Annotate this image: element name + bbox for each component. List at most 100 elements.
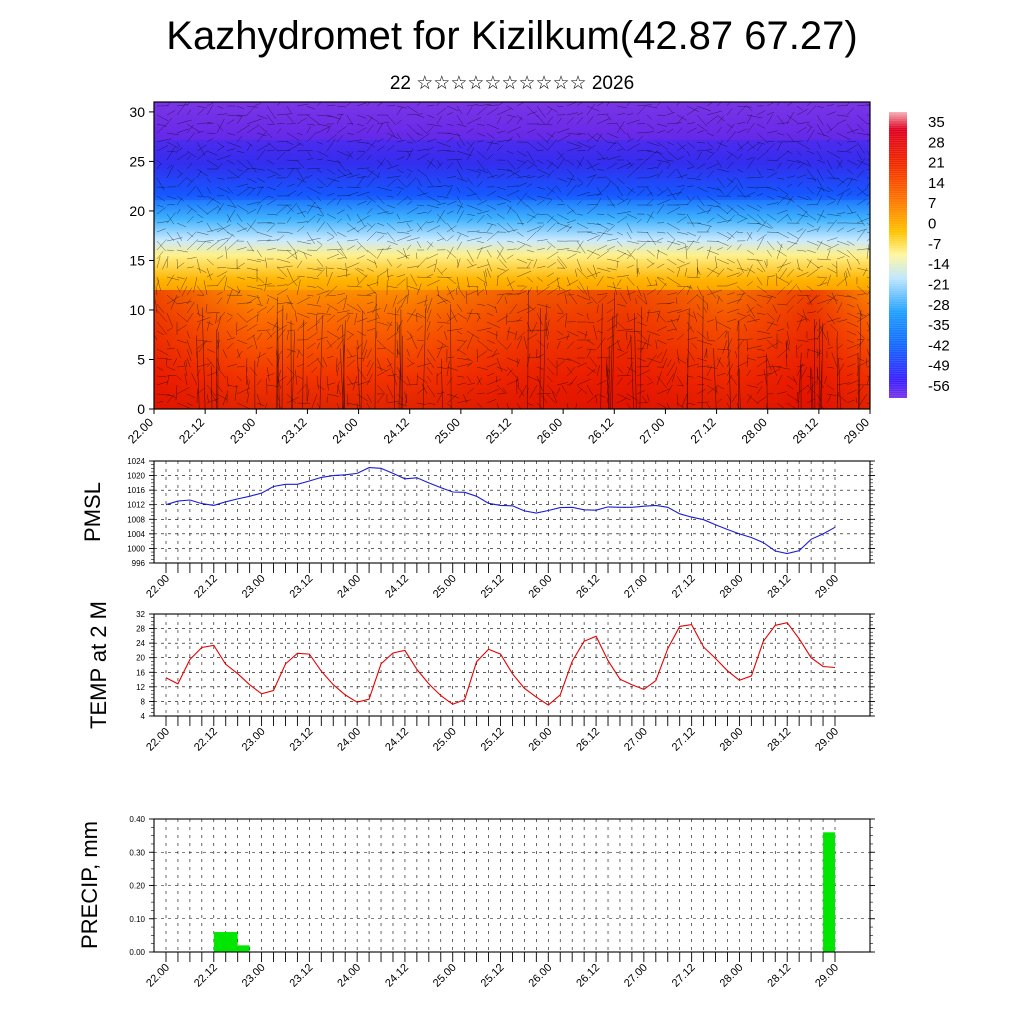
colorbar-bar bbox=[889, 112, 907, 398]
pmsl-x-tick-label: 28.12 bbox=[765, 573, 793, 601]
precip-axes: 0.00 0.10 0.20 0.30 0.40 22.00 22.12 23.00 23.12… bbox=[129, 815, 875, 990]
precip-x-tick-label: 24.12 bbox=[383, 962, 411, 990]
pmsl-y-tick-label: 1000 bbox=[127, 544, 145, 553]
pmsl-y-label: PMSL bbox=[80, 482, 105, 542]
precip-bar bbox=[823, 832, 835, 952]
heatmap-y-tick-label: 25 bbox=[129, 153, 145, 169]
colorbar-label: 21 bbox=[928, 155, 945, 172]
precip-x-tick-label: 27.00 bbox=[622, 962, 650, 990]
colorbar-labels: 35 28 21 14 7 0 -7 -14 -21 -28 -35 -42 -49 -56 bbox=[928, 114, 950, 395]
precip-panel: 0.00 0.10 0.20 0.30 0.40 22.00 22.12 23.00 23.12… bbox=[77, 815, 875, 990]
colorbar-label: 7 bbox=[928, 195, 936, 212]
temp-x-tick-label: 24.12 bbox=[383, 726, 411, 754]
heatmap-y-tick-label: 20 bbox=[129, 203, 145, 219]
colorbar-label: 0 bbox=[928, 216, 936, 233]
temp-x-tick-label: 28.00 bbox=[718, 726, 746, 754]
precip-x-tick-label: 28.00 bbox=[718, 962, 746, 990]
pmsl-x-tick-label: 24.12 bbox=[383, 573, 411, 601]
heatmap-panel: 0 5 10 15 20 25 30 22.00 22.12 23.00 23.12 24.00 24… bbox=[125, 101, 872, 446]
precip-x-tick-label: 28.12 bbox=[765, 962, 793, 990]
pmsl-y-tick-label: 1008 bbox=[127, 515, 145, 524]
pmsl-x-tick-label: 26.12 bbox=[574, 573, 602, 601]
wind-vertical-streaks bbox=[196, 289, 862, 409]
precip-y-tick-label: 0.00 bbox=[129, 948, 145, 957]
colorbar-label: -56 bbox=[928, 378, 950, 395]
precip-x-tick-label: 23.12 bbox=[288, 962, 316, 990]
heatmap-y-tick-label: 0 bbox=[137, 401, 145, 417]
colorbar-label: -7 bbox=[928, 236, 941, 253]
pmsl-x-tick-label: 26.00 bbox=[526, 573, 554, 601]
temp-x-tick-label: 22.12 bbox=[192, 726, 220, 754]
page-subtitle: 22 ☆☆☆☆☆☆☆☆☆☆ 2026 bbox=[389, 73, 635, 94]
heatmap-x-tick-label: 28.00 bbox=[739, 415, 770, 446]
precip-bar bbox=[213, 932, 238, 952]
temp-y-tick-label: 4 bbox=[141, 712, 146, 721]
heatmap-x-tick-label: 22.00 bbox=[125, 415, 156, 446]
pmsl-x-tick-label: 29.00 bbox=[813, 573, 841, 601]
precip-x-tick-label: 25.00 bbox=[431, 962, 459, 990]
heatmap-x-tick-label: 26.00 bbox=[534, 415, 565, 446]
pmsl-series-line bbox=[165, 467, 836, 555]
heatmap-x-tick-label: 22.12 bbox=[176, 415, 207, 446]
precip-bars bbox=[213, 832, 835, 952]
heatmap-x-tick-label: 26.12 bbox=[585, 415, 616, 446]
colorbar-label: 14 bbox=[928, 175, 945, 192]
heatmap-x-axis: 22.00 22.12 23.00 23.12 24.00 24.12 25.00 25.12… bbox=[125, 409, 872, 446]
pmsl-panel: 996 1000 1004 1008 1012 1016 1020 1024 22.00 22.1… bbox=[80, 457, 875, 601]
page-title: Kazhydromet for Kizilkum(42.87 67.27) bbox=[166, 14, 858, 58]
temp-y-tick-label: 12 bbox=[136, 683, 145, 692]
temp-x-tick-label: 23.12 bbox=[288, 726, 316, 754]
precip-x-tick-label: 25.12 bbox=[479, 962, 507, 990]
temp-x-tick-label: 27.00 bbox=[622, 726, 650, 754]
wind-vector-paths bbox=[154, 102, 870, 409]
precip-x-tick-label: 29.00 bbox=[813, 962, 841, 990]
temp-x-tick-label: 25.00 bbox=[431, 726, 459, 754]
pmsl-x-tick-label: 25.12 bbox=[479, 573, 507, 601]
pmsl-y-tick-label: 1012 bbox=[127, 501, 145, 510]
temp-x-tick-label: 27.12 bbox=[670, 726, 698, 754]
temp-y-label: TEMP at 2 M bbox=[86, 601, 111, 729]
colorbar-label: -28 bbox=[928, 297, 950, 314]
heatmap-y-axis: 0 5 10 15 20 25 30 bbox=[129, 104, 154, 417]
temp-y-tick-label: 32 bbox=[136, 610, 145, 619]
pmsl-x-tick-label: 22.12 bbox=[192, 573, 220, 601]
pmsl-grid bbox=[154, 461, 870, 563]
pmsl-x-tick-label: 25.00 bbox=[431, 573, 459, 601]
temp-x-tick-label: 25.12 bbox=[479, 726, 507, 754]
heatmap-cold-band bbox=[154, 140, 870, 200]
temp-y-tick-label: 28 bbox=[136, 625, 145, 634]
colorbar-label: 35 bbox=[928, 114, 945, 131]
colorbar-label: -42 bbox=[928, 337, 950, 354]
precip-x-tick-label: 24.00 bbox=[335, 962, 363, 990]
precip-x-tick-label: 26.12 bbox=[574, 962, 602, 990]
heatmap-y-tick-label: 15 bbox=[129, 252, 145, 268]
heatmap-x-tick-label: 28.12 bbox=[790, 415, 821, 446]
temp-grid bbox=[154, 614, 870, 716]
wind-vectors bbox=[154, 102, 870, 409]
colorbar-label: -14 bbox=[928, 256, 950, 273]
pmsl-x-tick-label: 22.00 bbox=[144, 573, 172, 601]
temp-x-tick-label: 26.12 bbox=[574, 726, 602, 754]
temp-y-tick-label: 24 bbox=[136, 639, 145, 648]
temp-y-tick-label: 16 bbox=[136, 668, 145, 677]
colorbar-label: -49 bbox=[928, 358, 950, 375]
heatmap-x-tick-label: 25.00 bbox=[432, 415, 463, 446]
temp-x-tick-label: 23.00 bbox=[240, 726, 268, 754]
colorbar-label: 28 bbox=[928, 134, 945, 151]
temp-x-tick-label: 29.00 bbox=[813, 726, 841, 754]
precip-x-tick-label: 26.00 bbox=[526, 962, 554, 990]
heatmap-x-tick-label: 27.00 bbox=[636, 415, 667, 446]
precip-grid bbox=[154, 819, 870, 952]
pmsl-x-tick-label: 23.12 bbox=[288, 573, 316, 601]
precip-y-label: PRECIP, mm bbox=[77, 821, 102, 949]
heatmap-x-tick-label: 23.12 bbox=[278, 415, 309, 446]
colorbar: 35 28 21 14 7 0 -7 -14 -21 -28 -35 -42 -49 -56 bbox=[889, 111, 950, 399]
heatmap-y-tick-label: 30 bbox=[129, 104, 145, 120]
heatmap-hot-band bbox=[154, 290, 870, 409]
heatmap-x-tick-label: 23.00 bbox=[227, 415, 258, 446]
heatmap-x-tick-label: 25.12 bbox=[483, 415, 514, 446]
precip-bar bbox=[237, 945, 250, 952]
pmsl-axes: 996 1000 1004 1008 1012 1016 1020 1024 22.00 22.1… bbox=[127, 457, 875, 601]
precip-x-tick-label: 22.12 bbox=[192, 962, 220, 990]
